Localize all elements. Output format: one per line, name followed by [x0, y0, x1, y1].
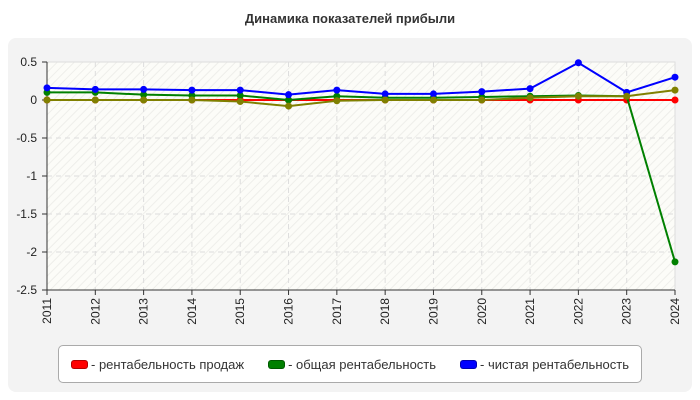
y-tick-label: -0.5	[16, 131, 37, 145]
x-tick-label: 2015	[233, 298, 247, 325]
legend-label: - общая рентабельность	[288, 356, 437, 372]
x-tick-label: 2024	[668, 298, 682, 325]
data-point-1	[140, 91, 148, 99]
data-point-3	[43, 96, 51, 104]
data-point-3	[140, 96, 148, 104]
data-point-3	[671, 86, 679, 94]
x-tick-label: 2021	[523, 298, 537, 325]
series-line-2	[46, 61, 676, 96]
data-point-3	[574, 92, 582, 100]
legend-label: - рентабельность продаж	[91, 356, 245, 372]
y-tick-label: -1	[26, 169, 37, 183]
data-point-2	[381, 90, 389, 98]
x-tick-label: 2018	[378, 298, 392, 325]
data-point-3	[285, 102, 293, 110]
y-tick-label: -1.5	[16, 207, 37, 221]
data-point-2	[140, 85, 148, 93]
data-point-2	[671, 73, 679, 81]
x-tick-label: 2019	[426, 298, 440, 325]
x-tick-label: 2022	[571, 298, 585, 325]
data-point-2	[333, 86, 341, 94]
legend-swatch	[71, 359, 88, 369]
y-tick-label: -2.5	[16, 283, 37, 297]
data-point-3	[188, 96, 196, 104]
x-tick-label: 2016	[282, 298, 296, 325]
y-tick-label: -2	[26, 245, 37, 259]
legend-swatch	[460, 359, 478, 369]
legend-item: - рентабельность продаж	[71, 357, 244, 372]
data-point-3	[526, 94, 534, 102]
data-point-2	[91, 85, 99, 93]
data-point-1	[671, 258, 679, 266]
data-point-3	[429, 96, 437, 104]
x-tick-label: 2020	[475, 298, 489, 325]
data-point-3	[91, 96, 99, 104]
data-point-1	[285, 96, 293, 104]
series-line-3	[47, 89, 676, 108]
chart-title: Динамика показателей прибыли	[244, 11, 456, 26]
x-tick-label: 2017	[330, 298, 344, 325]
data-point-2	[236, 86, 244, 94]
legend-item: - общая рентабельность	[268, 357, 436, 372]
data-point-2	[429, 90, 437, 98]
data-point-3	[236, 98, 244, 106]
legend-item: - чистая рентабельность	[460, 357, 629, 372]
x-tick-label: 2014	[185, 298, 199, 325]
data-point-0	[671, 96, 679, 104]
data-point-2	[574, 59, 582, 67]
data-point-2	[285, 91, 293, 99]
x-tick-label: 2023	[620, 298, 634, 325]
legend-swatch	[268, 359, 286, 369]
data-point-3	[478, 96, 486, 104]
data-point-2	[526, 85, 534, 93]
legend-label: - чистая рентабельность	[480, 356, 629, 372]
x-tick-label: 2012	[88, 298, 102, 325]
data-point-2	[478, 88, 486, 96]
x-tick-label: 2011	[40, 298, 54, 324]
data-point-3	[333, 97, 341, 105]
y-tick-label: 0	[30, 93, 37, 107]
data-point-2	[43, 84, 51, 92]
data-point-1	[236, 91, 244, 99]
data-point-3	[381, 96, 389, 104]
legend: - рентабельность продаж - общая рентабель…	[58, 345, 642, 383]
y-tick-label: 0.5	[20, 55, 37, 69]
data-point-3	[623, 92, 631, 100]
data-point-2	[188, 86, 196, 94]
x-tick-label: 2013	[137, 298, 151, 325]
